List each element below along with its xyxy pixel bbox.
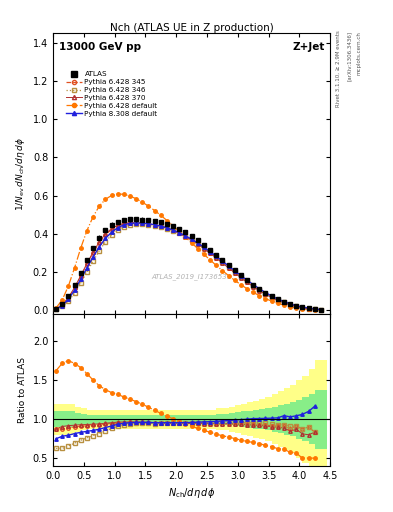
Text: Rivet 3.1.10, ≥ 2.9M events: Rivet 3.1.10, ≥ 2.9M events <box>336 31 341 108</box>
Text: mcplots.cern.ch: mcplots.cern.ch <box>357 31 362 75</box>
Text: ATLAS_2019_I1736531: ATLAS_2019_I1736531 <box>151 274 232 281</box>
Y-axis label: $1/N_{\rm ev}\,dN_{\rm ch}/d\eta\,d\phi$: $1/N_{\rm ev}\,dN_{\rm ch}/d\eta\,d\phi$ <box>14 137 27 211</box>
Text: [arXiv:1306.3436]: [arXiv:1306.3436] <box>347 31 352 81</box>
Legend: ATLAS, Pythia 6.428 345, Pythia 6.428 346, Pythia 6.428 370, Pythia 6.428 defaul: ATLAS, Pythia 6.428 345, Pythia 6.428 34… <box>63 69 160 120</box>
Y-axis label: Ratio to ATLAS: Ratio to ATLAS <box>18 357 27 423</box>
Text: Z+Jet: Z+Jet <box>292 41 325 52</box>
Title: Nch (ATLAS UE in Z production): Nch (ATLAS UE in Z production) <box>110 23 274 32</box>
X-axis label: $N_{\rm ch}/d\eta\,d\phi$: $N_{\rm ch}/d\eta\,d\phi$ <box>168 486 215 500</box>
Text: 13000 GeV pp: 13000 GeV pp <box>59 41 141 52</box>
